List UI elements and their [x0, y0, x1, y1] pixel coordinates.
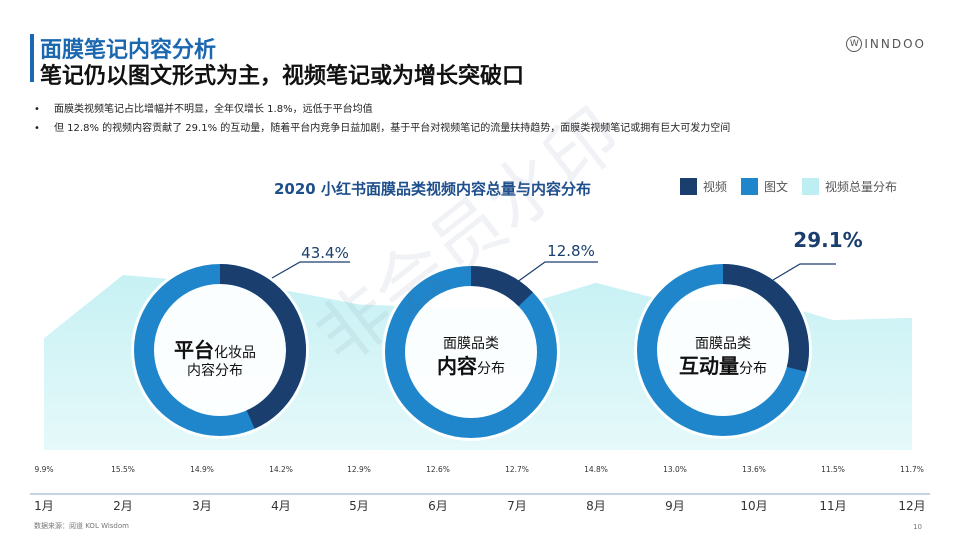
donut-segment-video: [722, 264, 809, 372]
legend-label-video: 视频: [703, 180, 728, 194]
legend-swatch-video-total: [802, 178, 820, 195]
page-subtitle: 笔记仍以图文形式为主，视频笔记或为增长突破口: [40, 64, 525, 89]
data-label: 12.9%: [347, 465, 371, 474]
data-label: 11.7%: [900, 465, 924, 474]
legend-swatch-video: [680, 178, 697, 195]
donut-label-platform: 平台化妆品 内容分布: [150, 338, 280, 381]
data-label: 12.7%: [505, 465, 529, 474]
data-source: 数据来源：阅道 KOL Wisdom: [34, 522, 129, 530]
callout-line: [271, 261, 350, 279]
x-tick-label: 12月: [898, 499, 925, 513]
page-title: 面膜笔记内容分析: [40, 38, 217, 63]
x-tick-label: 5月: [349, 499, 369, 513]
donut-label-big: 平台: [174, 338, 214, 362]
donut-background: [634, 261, 812, 439]
legend-item-video-total: 视频总量分布: [802, 178, 897, 195]
donut-segment-video: [219, 264, 306, 429]
donut-label-line1: 面膜品类: [443, 336, 499, 352]
data-label: 14.2%: [269, 465, 293, 474]
donut-background: [131, 261, 309, 439]
x-tick-label: 3月: [192, 499, 212, 513]
data-label: 12.6%: [426, 465, 450, 474]
x-tick-label: 9月: [665, 499, 685, 513]
data-label: 13.0%: [663, 465, 687, 474]
legend-item-video: 视频: [680, 178, 727, 195]
donut-label-rest: 化妆品: [214, 345, 256, 361]
x-tick-label: 1月: [34, 499, 54, 513]
donut-value-label: 43.4%: [301, 244, 349, 262]
summary-bullets: 面膜类视频笔记占比增幅并不明显，全年仅增长 1.8%，远低于平台均值 但 12.…: [34, 100, 730, 138]
data-label: 15.5%: [111, 465, 135, 474]
donut-label-rest: 分布: [739, 360, 767, 377]
data-label: 9.9%: [34, 465, 53, 474]
brand-logo: W INNDOO: [846, 36, 926, 52]
page-number: 10: [913, 523, 922, 531]
donut-segment-video: [470, 266, 533, 307]
legend-label-video-total: 视频总量分布: [825, 180, 898, 194]
donut-value-label: 29.1%: [793, 228, 862, 252]
donut-label-line1: 面膜品类: [695, 336, 751, 352]
x-tick-label: 6月: [428, 499, 448, 513]
donut-background: [382, 263, 560, 441]
bullet-item: 但 12.8% 的视频内容贡献了 29.1% 的互动量，随着平台内竞争日益加剧，…: [34, 119, 730, 138]
donut-label-content: 面膜品类 内容分布: [406, 336, 536, 379]
donut-label-big: 内容: [437, 353, 477, 378]
callout-line: [772, 263, 836, 281]
x-tick-label: 2月: [113, 499, 133, 513]
legend-label-image-text: 图文: [764, 180, 789, 194]
x-tick-label: 8月: [586, 499, 606, 513]
chart-legend: 视频 图文 视频总量分布: [680, 178, 911, 195]
donut-label-big: 互动量: [679, 353, 739, 378]
data-label: 13.6%: [742, 465, 766, 474]
x-tick-label: 7月: [507, 499, 527, 513]
donut-label-rest: 分布: [477, 360, 505, 377]
donut-label-line2: 内容分布: [187, 363, 243, 379]
donut-label-interaction: 面膜品类 互动量分布: [658, 336, 788, 379]
chart-title: 2020 小红书面膜品类视频内容总量与内容分布: [274, 180, 591, 198]
x-tick-label: 11月: [819, 499, 846, 513]
x-tick-label: 4月: [271, 499, 291, 513]
callout-line: [512, 261, 598, 286]
bullet-item: 面膜类视频笔记占比增幅并不明显，全年仅增长 1.8%，远低于平台均值: [34, 100, 730, 119]
data-label: 11.5%: [821, 465, 845, 474]
title-accent-bar: [30, 34, 34, 82]
logo-text: INNDOO: [864, 37, 926, 51]
data-label: 14.8%: [584, 465, 608, 474]
x-tick-label: 10月: [740, 499, 767, 513]
legend-swatch-image-text: [741, 178, 759, 195]
legend-item-image-text: 图文: [741, 178, 788, 195]
donut-value-label: 12.8%: [547, 242, 595, 260]
logo-mark: W: [846, 36, 863, 52]
data-label: 14.9%: [190, 465, 214, 474]
